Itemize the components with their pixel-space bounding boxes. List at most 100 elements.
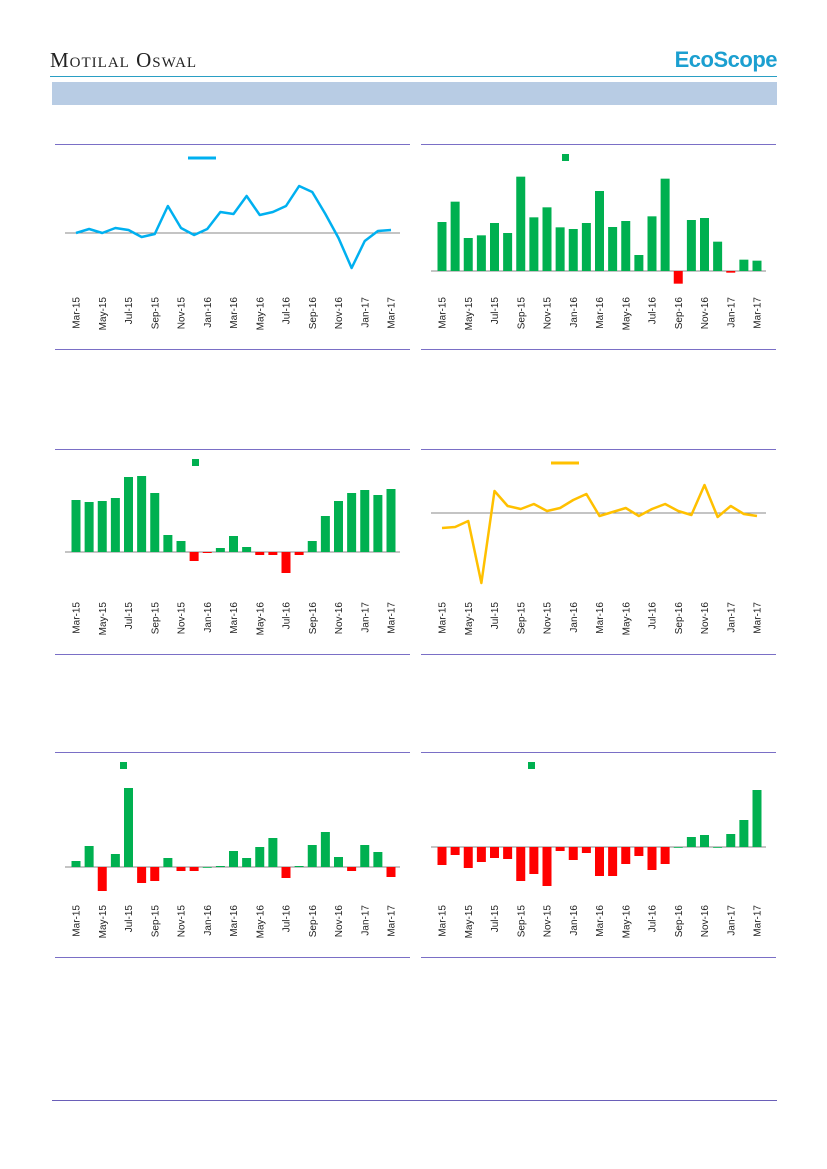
bar-Nov-16 bbox=[334, 501, 343, 552]
bar-Jan-16 bbox=[568, 229, 578, 271]
bar-Oct-15 bbox=[529, 847, 539, 874]
bar-Dec-15 bbox=[555, 847, 565, 851]
chart-5: Mar-15 May-15 Jul-15 Sep-15 Nov-15 Jan-16 Mar-… bbox=[55, 752, 410, 958]
x-tick-label: Mar-17 bbox=[753, 905, 764, 937]
chart-3-svg: Mar-15 May-15 Jul-15 Sep-15 Nov-15 Jan-16 Mar-… bbox=[65, 459, 400, 636]
bar-Apr-15 bbox=[84, 846, 94, 867]
x-tick-label: Jan-17 bbox=[726, 905, 737, 936]
bar-Jul-16 bbox=[281, 552, 291, 573]
x-tick-label: Nov-16 bbox=[700, 905, 711, 938]
x-tick-label: Mar-15 bbox=[72, 602, 83, 634]
x-tick-label: Mar-15 bbox=[438, 297, 449, 329]
bar-Mar-15 bbox=[437, 222, 447, 271]
x-tick-label: May-15 bbox=[98, 297, 109, 331]
bar-Dec-16 bbox=[347, 867, 357, 871]
chart-4: Mar-15 May-15 Jul-15 Sep-15 Nov-15 Jan-16 Mar-… bbox=[421, 449, 776, 655]
x-tick-label: Mar-17 bbox=[387, 602, 398, 634]
bar-Jan-16 bbox=[202, 867, 212, 868]
x-tick-label: Nov-16 bbox=[334, 905, 345, 938]
bar-Nov-15 bbox=[542, 847, 552, 886]
x-tick-label: Sep-15 bbox=[516, 602, 527, 635]
bar-May-15 bbox=[463, 238, 473, 271]
bar-Mar-16 bbox=[595, 847, 604, 876]
x-tick-label: Jul-16 bbox=[282, 297, 293, 325]
bar-Sep-16 bbox=[673, 847, 683, 848]
x-tick-label: Nov-15 bbox=[543, 905, 554, 938]
bar-Jan-17 bbox=[360, 490, 370, 552]
chart-4-svg: Mar-15 May-15 Jul-15 Sep-15 Nov-15 Jan-16 Mar-… bbox=[431, 461, 766, 636]
bar-Aug-15 bbox=[137, 476, 147, 552]
bar-Mar-17 bbox=[752, 790, 762, 847]
bar-May-16 bbox=[255, 552, 265, 555]
bar-Dec-16 bbox=[347, 493, 357, 552]
bar-Sep-15 bbox=[150, 867, 160, 881]
x-tick-label: May-15 bbox=[464, 602, 475, 636]
x-tick-label: Jan-17 bbox=[360, 905, 371, 936]
bar-Nov-16 bbox=[334, 857, 343, 867]
x-tick-label: Sep-16 bbox=[674, 297, 685, 330]
bar-Jun-16 bbox=[634, 255, 644, 271]
x-tick-label: May-16 bbox=[255, 602, 266, 636]
bar-Aug-15 bbox=[503, 233, 513, 271]
x-tick-label: Mar-15 bbox=[72, 297, 83, 329]
bar-Jan-17 bbox=[726, 834, 736, 847]
x-tick-label: Sep-15 bbox=[150, 602, 161, 635]
bar-Jul-15 bbox=[490, 847, 499, 858]
bar-Dec-15 bbox=[189, 552, 199, 561]
bar-Oct-15 bbox=[163, 858, 173, 867]
bar-Aug-16 bbox=[294, 552, 304, 555]
x-tick-label: Jul-15 bbox=[490, 297, 501, 325]
bar-Nov-15 bbox=[176, 867, 186, 871]
legend-marker bbox=[120, 762, 127, 769]
bar-Apr-16 bbox=[242, 547, 252, 552]
x-tick-label: Nov-15 bbox=[177, 297, 188, 330]
section-title-band bbox=[52, 82, 777, 105]
x-tick-label: Mar-16 bbox=[595, 602, 606, 634]
legend-marker bbox=[528, 762, 535, 769]
x-tick-label: Jan-16 bbox=[569, 297, 580, 328]
x-tick-label: May-15 bbox=[98, 905, 109, 939]
x-tick-label: Sep-16 bbox=[674, 905, 685, 938]
x-tick-label: May-16 bbox=[621, 297, 632, 331]
bar-Oct-15 bbox=[163, 535, 173, 552]
bar-Nov-15 bbox=[542, 207, 552, 271]
bar-Oct-16 bbox=[320, 516, 330, 552]
x-tick-label: Sep-15 bbox=[150, 297, 161, 330]
bar-Mar-17 bbox=[752, 260, 762, 271]
bar-Nov-16 bbox=[700, 835, 709, 847]
x-tick-label: Nov-16 bbox=[334, 297, 345, 330]
bar-Mar-16 bbox=[229, 851, 238, 867]
bar-Jan-17 bbox=[726, 271, 736, 273]
x-tick-label: Nov-15 bbox=[177, 905, 188, 938]
bar-Oct-16 bbox=[686, 220, 696, 271]
x-tick-label: Nov-15 bbox=[177, 602, 188, 635]
bar-Mar-16 bbox=[229, 536, 238, 552]
ecoscope-logo: EcoScope bbox=[674, 47, 778, 72]
bar-Apr-15 bbox=[450, 847, 460, 855]
bar-Sep-16 bbox=[307, 541, 317, 552]
chart-6: Mar-15 May-15 Jul-15 Sep-15 Nov-15 Jan-16 Mar-… bbox=[421, 752, 776, 958]
footer-divider bbox=[52, 1100, 777, 1101]
bar-Oct-16 bbox=[686, 837, 696, 847]
x-tick-label: Jul-15 bbox=[124, 905, 135, 933]
bar-May-15 bbox=[97, 867, 107, 891]
chart-2-svg: Mar-15 May-15 Jul-15 Sep-15 Nov-15 Jan-16 Mar-… bbox=[431, 154, 766, 331]
x-tick-label: Nov-16 bbox=[334, 602, 345, 635]
x-tick-label: Mar-15 bbox=[438, 905, 449, 937]
bar-Sep-16 bbox=[307, 845, 317, 867]
bar-Jun-16 bbox=[268, 838, 278, 867]
header-divider bbox=[50, 76, 777, 77]
x-tick-label: May-15 bbox=[464, 905, 475, 939]
x-tick-label: Sep-15 bbox=[516, 297, 527, 330]
bar-Jul-16 bbox=[281, 867, 291, 878]
bar-Jun-15 bbox=[476, 847, 486, 862]
x-tick-label: Jul-16 bbox=[648, 905, 659, 933]
x-tick-label: Jul-15 bbox=[490, 602, 501, 630]
bar-Dec-15 bbox=[189, 867, 199, 871]
bar-Jan-16 bbox=[202, 552, 212, 553]
bar-Feb-17 bbox=[373, 495, 383, 552]
bar-May-16 bbox=[255, 847, 265, 867]
bar-Feb-16 bbox=[581, 847, 591, 853]
bar-Sep-15 bbox=[150, 493, 160, 552]
x-tick-label: Jul-16 bbox=[648, 602, 659, 630]
